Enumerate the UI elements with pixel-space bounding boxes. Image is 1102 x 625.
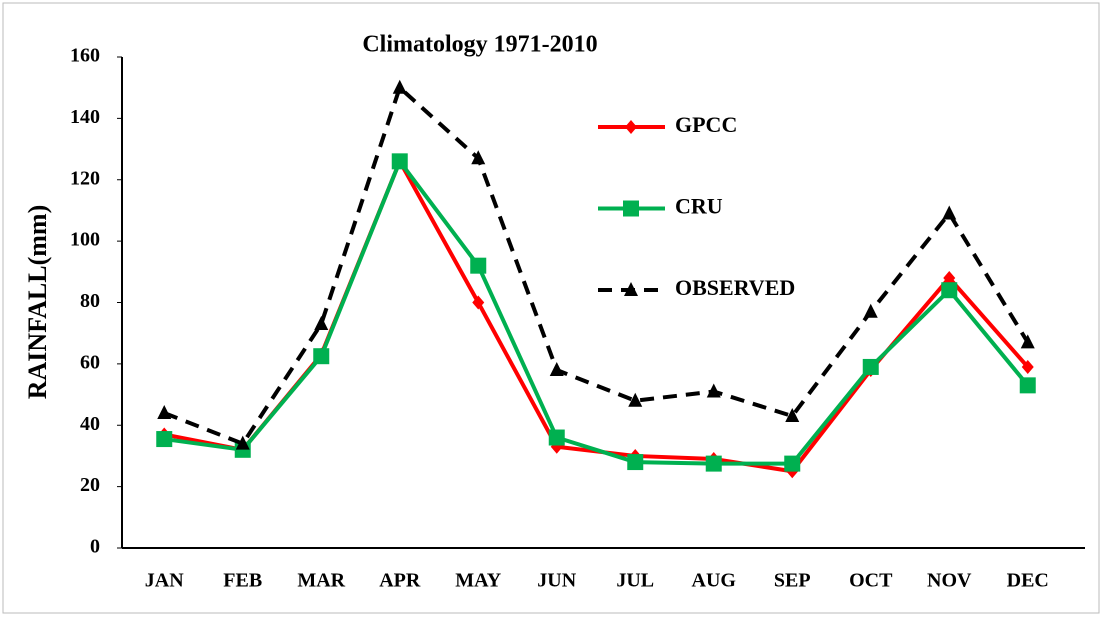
marker [941,282,958,299]
series-line [163,84,1030,447]
marker [943,270,956,285]
marker [470,257,487,274]
y-tick-label: 80 [80,290,100,312]
marker [391,153,408,170]
marker [157,404,172,419]
marker [548,429,565,446]
x-tick-label: JUN [537,570,576,592]
x-tick-label: APR [379,570,421,592]
marker [942,205,957,220]
marker [235,435,250,450]
chart-title: Climatology 1971-2010 [362,32,597,58]
y-tick-label: 40 [80,413,100,435]
marker [1021,359,1034,374]
series-line [163,157,1030,466]
marker [706,383,721,398]
marker [623,200,639,217]
x-tick-label: FEB [223,570,262,592]
y-tick-label: 160 [70,45,100,67]
legend-label: CRU [675,194,723,219]
marker [313,348,330,365]
x-tick-label: NOV [927,570,972,592]
marker [624,282,638,296]
x-tick-label: AUG [692,570,737,592]
y-tick-label: 20 [80,474,100,496]
y-tick-label: 60 [80,351,100,373]
marker [627,454,644,471]
marker [471,150,486,165]
marker [392,79,407,94]
marker [156,431,173,448]
x-tick-label: JUL [616,570,654,592]
x-tick-label: JAN [145,570,184,592]
x-tick-label: MAR [297,570,345,592]
legend-label: OBSERVED [675,275,795,300]
y-tick-label: 0 [90,536,100,558]
marker [784,455,801,472]
marker [862,358,879,375]
legend-label: GPCC [675,112,737,137]
y-tick-label: 120 [70,167,100,189]
y-tick-label: 140 [70,106,100,128]
x-tick-label: SEP [774,570,811,592]
x-tick-label: OCT [849,570,893,592]
marker [628,392,643,407]
marker [625,120,637,134]
marker [472,295,485,310]
marker [863,303,878,318]
frame [2,2,1100,614]
marker [1019,377,1036,394]
y-axis-label: RAINFALL(mm) [23,205,52,400]
marker [785,408,800,423]
marker [705,455,722,472]
marker [1020,334,1035,349]
marker [314,315,329,330]
x-tick-label: MAY [455,570,501,592]
y-tick-label: 100 [70,229,100,251]
marker [549,362,564,377]
x-tick-label: DEC [1007,570,1049,592]
